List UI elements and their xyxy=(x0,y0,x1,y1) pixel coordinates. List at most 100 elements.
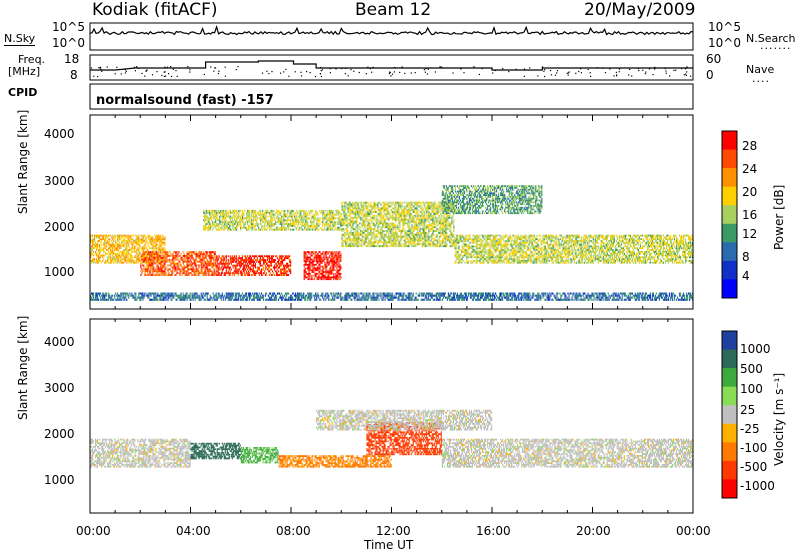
heatmap-cell xyxy=(178,266,180,269)
heatmap-cell xyxy=(308,271,310,273)
heatmap-cell xyxy=(660,294,662,297)
heatmap-cell xyxy=(361,233,363,236)
heatmap-cell xyxy=(154,253,156,255)
heatmap-cell xyxy=(169,264,171,267)
heatmap-cell xyxy=(303,296,305,299)
heatmap-cell xyxy=(564,296,566,299)
heatmap-cell xyxy=(500,298,502,301)
heatmap-cell xyxy=(646,298,648,301)
heatmap-cell xyxy=(628,296,630,299)
heatmap-cell xyxy=(159,262,161,265)
heatmap-cell xyxy=(271,292,274,295)
heatmap-cell xyxy=(518,294,520,297)
heatmap-cell xyxy=(602,298,604,301)
heatmap-cell xyxy=(282,257,284,260)
heatmap-cell xyxy=(97,240,99,242)
heatmap-cell xyxy=(237,294,239,297)
heatmap-cell xyxy=(406,235,408,238)
heatmap-cell xyxy=(122,236,124,239)
heatmap-cell xyxy=(175,298,177,301)
heatmap-cell xyxy=(641,294,643,297)
heatmap-cell xyxy=(368,292,370,295)
heatmap-cell xyxy=(149,272,151,275)
heatmap-cell xyxy=(138,251,140,253)
heatmap-cell xyxy=(196,270,198,273)
heatmap-cell xyxy=(210,255,212,257)
heatmap-cell xyxy=(438,298,440,301)
heatmap-cell xyxy=(93,298,95,301)
heatmap-cell xyxy=(198,270,200,273)
heatmap-cell xyxy=(155,258,157,260)
heatmap-cell xyxy=(325,272,327,275)
heatmap-cell xyxy=(384,205,386,208)
heatmap-cell xyxy=(381,228,383,231)
heatmap-cell xyxy=(104,251,106,253)
heatmap-cell xyxy=(96,261,98,264)
heatmap-cell xyxy=(330,298,332,301)
heatmap-cell xyxy=(156,247,158,250)
heatmap-cell xyxy=(408,296,410,299)
heatmap-cell xyxy=(108,243,110,246)
heatmap-cell xyxy=(319,251,321,253)
heatmap-cell xyxy=(125,243,127,246)
heatmap-cell xyxy=(415,298,417,301)
heatmap-cell xyxy=(397,228,399,231)
heatmap-cell xyxy=(178,255,180,257)
heatmap-cell xyxy=(228,268,230,271)
heatmap-cell xyxy=(470,294,473,297)
heatmap-cell xyxy=(312,253,314,255)
heatmap-cell xyxy=(181,298,183,301)
heatmap-cell xyxy=(273,292,276,295)
heatmap-cell xyxy=(154,240,156,242)
heatmap-cell xyxy=(290,261,292,263)
heatmap-cell xyxy=(397,237,399,240)
heatmap-cell xyxy=(105,252,107,255)
heatmap-cell xyxy=(124,249,126,251)
heatmap-cell xyxy=(598,294,600,297)
heatmap-cell xyxy=(604,292,606,295)
heatmap-cell xyxy=(383,237,385,240)
heatmap-cell xyxy=(159,236,161,239)
heatmap-cell xyxy=(506,298,508,301)
heatmap-cell xyxy=(347,292,349,295)
heatmap-cell xyxy=(322,296,324,299)
heatmap-cell xyxy=(439,294,441,297)
heatmap-cell xyxy=(241,257,243,260)
heatmap-cell xyxy=(386,292,388,295)
heatmap-cell xyxy=(164,252,166,255)
heatmap-cell xyxy=(259,298,261,301)
heatmap-cell xyxy=(206,268,208,271)
heatmap-cell xyxy=(148,238,150,241)
heatmap-cell xyxy=(491,298,493,301)
heatmap-cell xyxy=(352,205,354,208)
heatmap-cell xyxy=(217,274,219,276)
heatmap-cell xyxy=(504,294,506,297)
heatmap-cell xyxy=(206,260,208,263)
heatmap-cell xyxy=(620,298,622,301)
heatmap-cell xyxy=(207,272,209,275)
heatmap-cell xyxy=(195,256,197,259)
heatmap-cell xyxy=(222,298,224,301)
heatmap-cell xyxy=(391,203,393,206)
heatmap-cell xyxy=(222,261,224,263)
heatmap-cell xyxy=(145,245,147,248)
heatmap-cell xyxy=(211,251,213,254)
heatmap-cell xyxy=(204,255,206,257)
heatmap-cell xyxy=(259,255,261,258)
heatmap-cell xyxy=(362,216,364,219)
heatmap-cell xyxy=(161,274,163,276)
heatmap-cell xyxy=(133,249,135,251)
heatmap-cell xyxy=(376,239,378,242)
heatmap-cell xyxy=(544,298,546,301)
heatmap-cell xyxy=(325,269,327,272)
heatmap-cell xyxy=(358,239,360,242)
heatmap-cell xyxy=(245,298,247,301)
heatmap-cell xyxy=(356,294,358,297)
heatmap-cell xyxy=(532,292,534,295)
heatmap-cell xyxy=(363,235,365,238)
heatmap-cell xyxy=(213,251,215,254)
heatmap-cell xyxy=(631,296,633,299)
heatmap-cell xyxy=(272,255,275,258)
heatmap-cell xyxy=(455,294,457,297)
heatmap-cell xyxy=(262,266,265,269)
